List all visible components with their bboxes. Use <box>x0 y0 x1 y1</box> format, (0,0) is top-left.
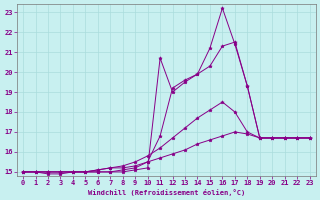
X-axis label: Windchill (Refroidissement éolien,°C): Windchill (Refroidissement éolien,°C) <box>88 189 245 196</box>
